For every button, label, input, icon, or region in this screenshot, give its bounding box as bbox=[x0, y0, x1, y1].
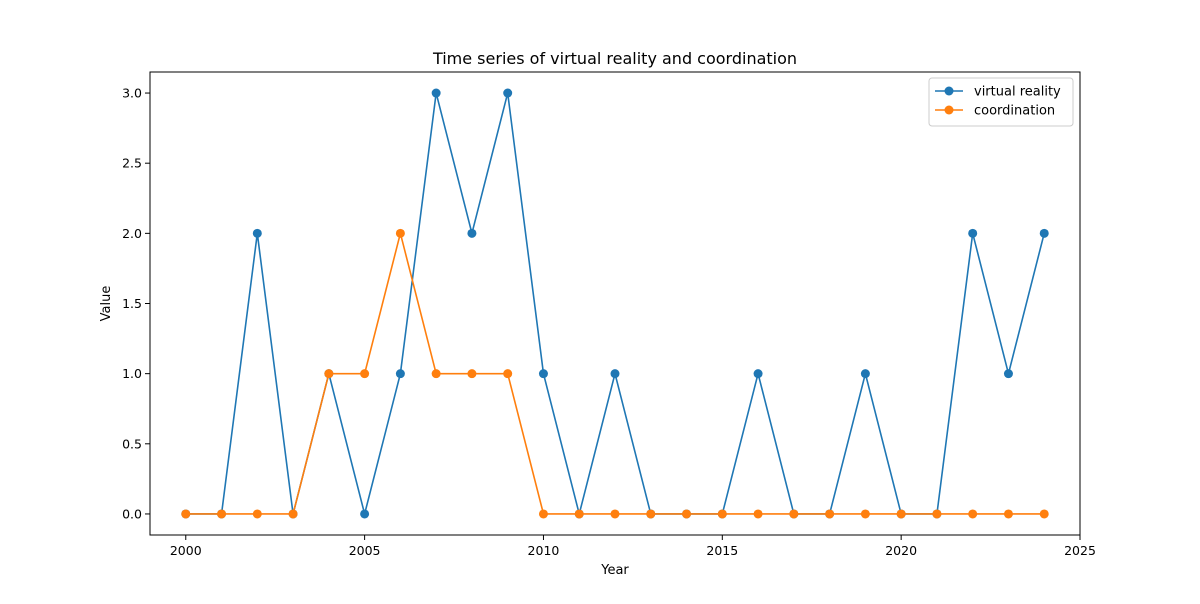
x-tick-label: 2000 bbox=[170, 543, 202, 558]
data-point bbox=[395, 228, 405, 238]
x-tick-label: 2025 bbox=[1064, 543, 1096, 558]
data-point bbox=[467, 228, 477, 238]
y-tick-label: 3.0 bbox=[122, 86, 142, 101]
data-point bbox=[860, 509, 870, 519]
data-point bbox=[538, 369, 548, 379]
data-point bbox=[789, 509, 799, 519]
data-point bbox=[324, 369, 334, 379]
data-point bbox=[503, 88, 513, 98]
data-point bbox=[896, 509, 906, 519]
data-point bbox=[682, 509, 692, 519]
y-tick-label: 0.5 bbox=[122, 436, 142, 451]
series-line bbox=[185, 92, 1046, 515]
x-tick-label: 2010 bbox=[528, 543, 560, 558]
data-point bbox=[825, 509, 835, 519]
data-point bbox=[574, 509, 584, 519]
series-layer bbox=[181, 88, 1049, 519]
plot-area-frame bbox=[149, 71, 1081, 536]
data-point bbox=[1039, 509, 1049, 519]
data-point bbox=[431, 369, 441, 379]
data-point bbox=[395, 369, 405, 379]
y-axis: 0.0 0.5 1.0 1.5 2.0 2.5 3.0 bbox=[122, 86, 150, 521]
data-point bbox=[968, 228, 978, 238]
y-tick-label: 2.0 bbox=[122, 226, 142, 241]
x-tick-label: 2020 bbox=[885, 543, 917, 558]
data-point bbox=[1003, 369, 1013, 379]
y-tick-label: 0.0 bbox=[122, 506, 142, 521]
x-tick-label: 2015 bbox=[706, 543, 738, 558]
legend-marker bbox=[944, 105, 954, 115]
data-point bbox=[360, 509, 370, 519]
y-tick-label: 2.5 bbox=[122, 156, 142, 171]
legend-marker bbox=[944, 86, 954, 96]
legend-label: virtual reality bbox=[974, 85, 1061, 100]
x-tick-label: 2005 bbox=[349, 543, 381, 558]
x-axis: 2000 2005 2010 2015 2020 2025 bbox=[170, 535, 1096, 558]
data-point bbox=[932, 509, 942, 519]
chart-title: Time series of virtual reality and coord… bbox=[432, 49, 797, 68]
data-point bbox=[753, 509, 763, 519]
data-point bbox=[360, 369, 370, 379]
legend-label: coordination bbox=[974, 104, 1055, 119]
y-tick-label: 1.5 bbox=[122, 296, 142, 311]
data-point bbox=[717, 509, 727, 519]
data-point bbox=[1039, 228, 1049, 238]
legend-item: coordination bbox=[935, 104, 1055, 119]
data-point bbox=[467, 369, 477, 379]
data-point bbox=[860, 369, 870, 379]
data-point bbox=[538, 509, 548, 519]
data-point bbox=[252, 228, 262, 238]
data-point bbox=[753, 369, 763, 379]
data-point bbox=[968, 509, 978, 519]
y-axis-label: Value bbox=[99, 286, 114, 322]
data-point bbox=[610, 509, 620, 519]
data-point bbox=[646, 509, 656, 519]
series-2 bbox=[181, 228, 1049, 519]
data-point bbox=[252, 509, 262, 519]
legend: virtual reality coordination bbox=[928, 77, 1074, 127]
data-point bbox=[431, 88, 441, 98]
data-point bbox=[1003, 509, 1013, 519]
data-point bbox=[288, 509, 298, 519]
data-point bbox=[181, 509, 191, 519]
legend-box bbox=[928, 77, 1074, 127]
data-point bbox=[610, 369, 620, 379]
y-tick-label: 1.0 bbox=[122, 366, 142, 381]
legend-item: virtual reality bbox=[935, 85, 1061, 100]
data-point bbox=[217, 509, 227, 519]
x-axis-label: Year bbox=[600, 563, 629, 578]
series-1 bbox=[181, 88, 1049, 519]
data-point bbox=[503, 369, 513, 379]
